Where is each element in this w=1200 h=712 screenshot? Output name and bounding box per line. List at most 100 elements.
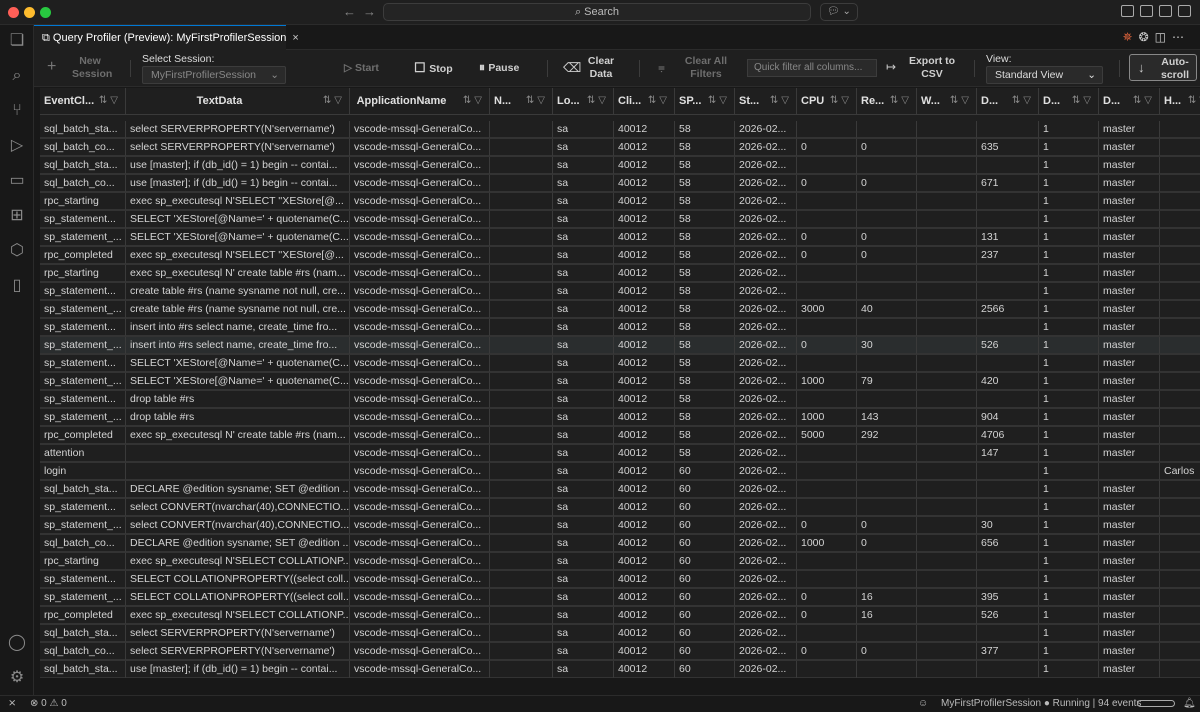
table-row[interactable]: sp_statement... insert into #rs select na… xyxy=(40,319,1200,337)
new-session-button[interactable]: New Session xyxy=(72,55,113,80)
column-header-login-name[interactable]: Lo... ⇅▽ xyxy=(553,88,614,115)
sort-icon[interactable]: ⇅ xyxy=(829,95,842,106)
column-header-client-process-id[interactable]: Cli... ⇅▽ xyxy=(614,88,675,115)
filter-icon[interactable]: ▽ xyxy=(1023,95,1034,106)
remote-explorer-icon[interactable]: ▭ xyxy=(9,172,25,189)
chat-button[interactable]: 💬︎ ⌄ xyxy=(820,3,858,21)
column-header-database-name[interactable]: D... ⇅▽ xyxy=(1099,88,1160,115)
sort-icon[interactable]: ⇅ xyxy=(586,95,599,106)
sort-icon[interactable]: ⇅ xyxy=(1187,95,1200,106)
sort-filter-icons[interactable]: ⇅▽ xyxy=(587,88,609,114)
sort-icon[interactable]: ⇅ xyxy=(1011,95,1024,106)
sort-filter-icons[interactable]: ⇅▽ xyxy=(708,88,730,114)
close-window-button[interactable] xyxy=(8,7,19,18)
pause-button[interactable]: ⏸︎ Pause xyxy=(479,61,519,75)
database-icon[interactable]: ⬡ xyxy=(10,242,24,259)
sort-icon[interactable]: ⇅ xyxy=(949,95,962,106)
filter-icon[interactable]: ▽ xyxy=(110,95,121,106)
filter-icon[interactable]: ▽ xyxy=(598,95,609,106)
table-row[interactable]: login vscode-mssql-GeneralCo... sa 40012 60 2… xyxy=(40,463,1200,481)
sort-filter-icons[interactable]: ⇅▽ xyxy=(770,88,792,114)
table-row[interactable]: rpc_completed exec sp_executesql N' creat… xyxy=(40,427,1200,445)
openai-icon[interactable]: ❂ xyxy=(1138,30,1155,44)
command-search[interactable]: ⌕ Search xyxy=(383,3,811,21)
sort-icon[interactable]: ⇅ xyxy=(322,95,335,106)
sort-filter-icons[interactable]: ⇅▽ xyxy=(323,88,345,114)
table-row[interactable]: sp_statement_... SELECT COLLATIONPROPERTY… xyxy=(40,589,1200,607)
table-row[interactable]: sql_batch_co... select SERVERPROPERTY(N's… xyxy=(40,139,1200,157)
table-row[interactable]: rpc_completed exec sp_executesql N'SELECT… xyxy=(40,247,1200,265)
table-row[interactable]: sql_batch_sta... use [master]; if (db_id(… xyxy=(40,661,1200,678)
explorer-icon[interactable]: ❏ xyxy=(9,32,25,49)
filter-icon[interactable]: ▽ xyxy=(781,95,792,106)
sort-icon[interactable]: ⇅ xyxy=(707,95,720,106)
filter-icon[interactable]: ▽ xyxy=(1144,95,1155,106)
clear-data-button[interactable]: Clear Data xyxy=(587,55,615,80)
stop-button[interactable]: ☐ Stop xyxy=(414,61,453,76)
sort-icon[interactable]: ⇅ xyxy=(1132,95,1145,106)
back-arrow-icon[interactable]: ← xyxy=(343,4,356,19)
account-icon[interactable]: ◯ xyxy=(8,634,26,651)
table-row[interactable]: sp_statement_... create table #rs (name s… xyxy=(40,301,1200,319)
sort-filter-icons[interactable]: ⇅▽ xyxy=(890,88,912,114)
sort-icon[interactable]: ⇅ xyxy=(462,95,475,106)
toggle-sidebar-icon[interactable] xyxy=(1140,5,1153,17)
gear-icon[interactable]: ⚙ xyxy=(9,669,25,686)
customize-layout-icon[interactable] xyxy=(1121,5,1134,17)
sort-filter-icons[interactable]: ⇅▽ xyxy=(463,88,485,114)
filter-icon[interactable]: ▽ xyxy=(474,95,485,106)
extensions-icon[interactable]: ⊞ xyxy=(10,207,24,224)
sort-filter-icons[interactable]: ⇅▽ xyxy=(526,88,548,114)
toggle-panel-icon[interactable] xyxy=(1159,5,1172,17)
sort-filter-icons[interactable]: ⇅▽ xyxy=(950,88,972,114)
close-tab-button[interactable]: × xyxy=(292,32,299,44)
maximize-window-button[interactable] xyxy=(40,7,51,18)
sort-filter-icons[interactable]: ⇅▽ xyxy=(1188,88,1200,114)
table-row[interactable]: sql_batch_sta... DECLARE @edition sysname… xyxy=(40,481,1200,499)
table-row[interactable]: sp_statement_... SELECT 'XEStore[@Name=' … xyxy=(40,373,1200,391)
view-select[interactable]: Standard View ⌄ xyxy=(986,66,1103,84)
column-header-host-name[interactable]: H... ⇅▽ xyxy=(1160,88,1200,115)
column-header-nt-user-name[interactable]: N... ⇅▽ xyxy=(490,88,553,115)
column-header-text-data[interactable]: TextData ⇅▽ xyxy=(126,88,350,115)
split-editor-icon[interactable]: ◫ xyxy=(1154,30,1172,44)
sort-filter-icons[interactable]: ⇅▽ xyxy=(648,88,670,114)
bug-icon[interactable]: ✵ xyxy=(1122,30,1139,44)
column-header-reads[interactable]: Re... ⇅▽ xyxy=(857,88,917,115)
column-header-duration[interactable]: D... ⇅▽ xyxy=(977,88,1039,115)
problems-indicator[interactable]: ⊗ 0 ⚠ 0 xyxy=(30,696,67,712)
column-header-start-time[interactable]: St... ⇅▽ xyxy=(735,88,797,115)
table-row[interactable]: sp_statement... SELECT 'XEStore[@Name=' +… xyxy=(40,355,1200,373)
quick-filter-input[interactable]: Quick filter all columns... xyxy=(747,59,877,77)
sort-filter-icons[interactable]: ⇅▽ xyxy=(1072,88,1094,114)
sort-icon[interactable]: ⇅ xyxy=(889,95,902,106)
filter-icon[interactable]: ▽ xyxy=(1083,95,1094,106)
table-row[interactable]: sql_batch_co... DECLARE @edition sysname;… xyxy=(40,535,1200,553)
table-row[interactable]: attention vscode-mssql-GeneralCo... sa 4001… xyxy=(40,445,1200,463)
forward-arrow-icon[interactable]: → xyxy=(363,4,376,19)
table-row[interactable]: sql_batch_sta... select SERVERPROPERTY(N'… xyxy=(40,121,1200,139)
table-row[interactable]: sp_statement_... SELECT 'XEStore[@Name=' … xyxy=(40,229,1200,247)
minimize-window-button[interactable] xyxy=(24,7,35,18)
table-row[interactable]: sp_statement_... drop table #rs vscode-mss… xyxy=(40,409,1200,427)
column-header-database-id[interactable]: D... ⇅▽ xyxy=(1039,88,1099,115)
table-row[interactable]: sql_batch_co... use [master]; if (db_id()… xyxy=(40,175,1200,193)
tab-query-profiler[interactable]: ⧉ Query Profiler (Preview): MyFirstProfi… xyxy=(34,25,299,50)
filter-icon[interactable]: ▽ xyxy=(961,95,972,106)
column-header-writes[interactable]: W... ⇅▽ xyxy=(917,88,977,115)
table-row[interactable]: rpc_starting exec sp_executesql N'SELECT … xyxy=(40,193,1200,211)
column-header-event-class[interactable]: EventCl... ⇅▽ xyxy=(40,88,126,115)
column-header-cpu[interactable]: CPU ⇅▽ xyxy=(797,88,857,115)
table-row[interactable]: sql_batch_sta... select SERVERPROPERTY(N'… xyxy=(40,625,1200,643)
clear-all-filters-button[interactable]: Clear All Filters xyxy=(684,55,728,80)
table-row[interactable]: sql_batch_sta... use [master]; if (db_id(… xyxy=(40,157,1200,175)
table-row[interactable]: rpc_starting exec sp_executesql N' create… xyxy=(40,265,1200,283)
sort-icon[interactable]: ⇅ xyxy=(769,95,782,106)
filter-icon[interactable]: ▽ xyxy=(334,95,345,106)
sort-filter-icons[interactable]: ⇅▽ xyxy=(830,88,852,114)
table-row[interactable]: rpc_starting exec sp_executesql N'SELECT … xyxy=(40,553,1200,571)
sort-icon[interactable]: ⇅ xyxy=(1071,95,1084,106)
export-csv-button[interactable]: Export to CSV xyxy=(908,55,956,80)
more-actions-icon[interactable]: ⋯ xyxy=(1172,30,1190,44)
session-status[interactable]: MyFirstProfilerSession ● Running | 94 ev… xyxy=(941,696,1141,712)
